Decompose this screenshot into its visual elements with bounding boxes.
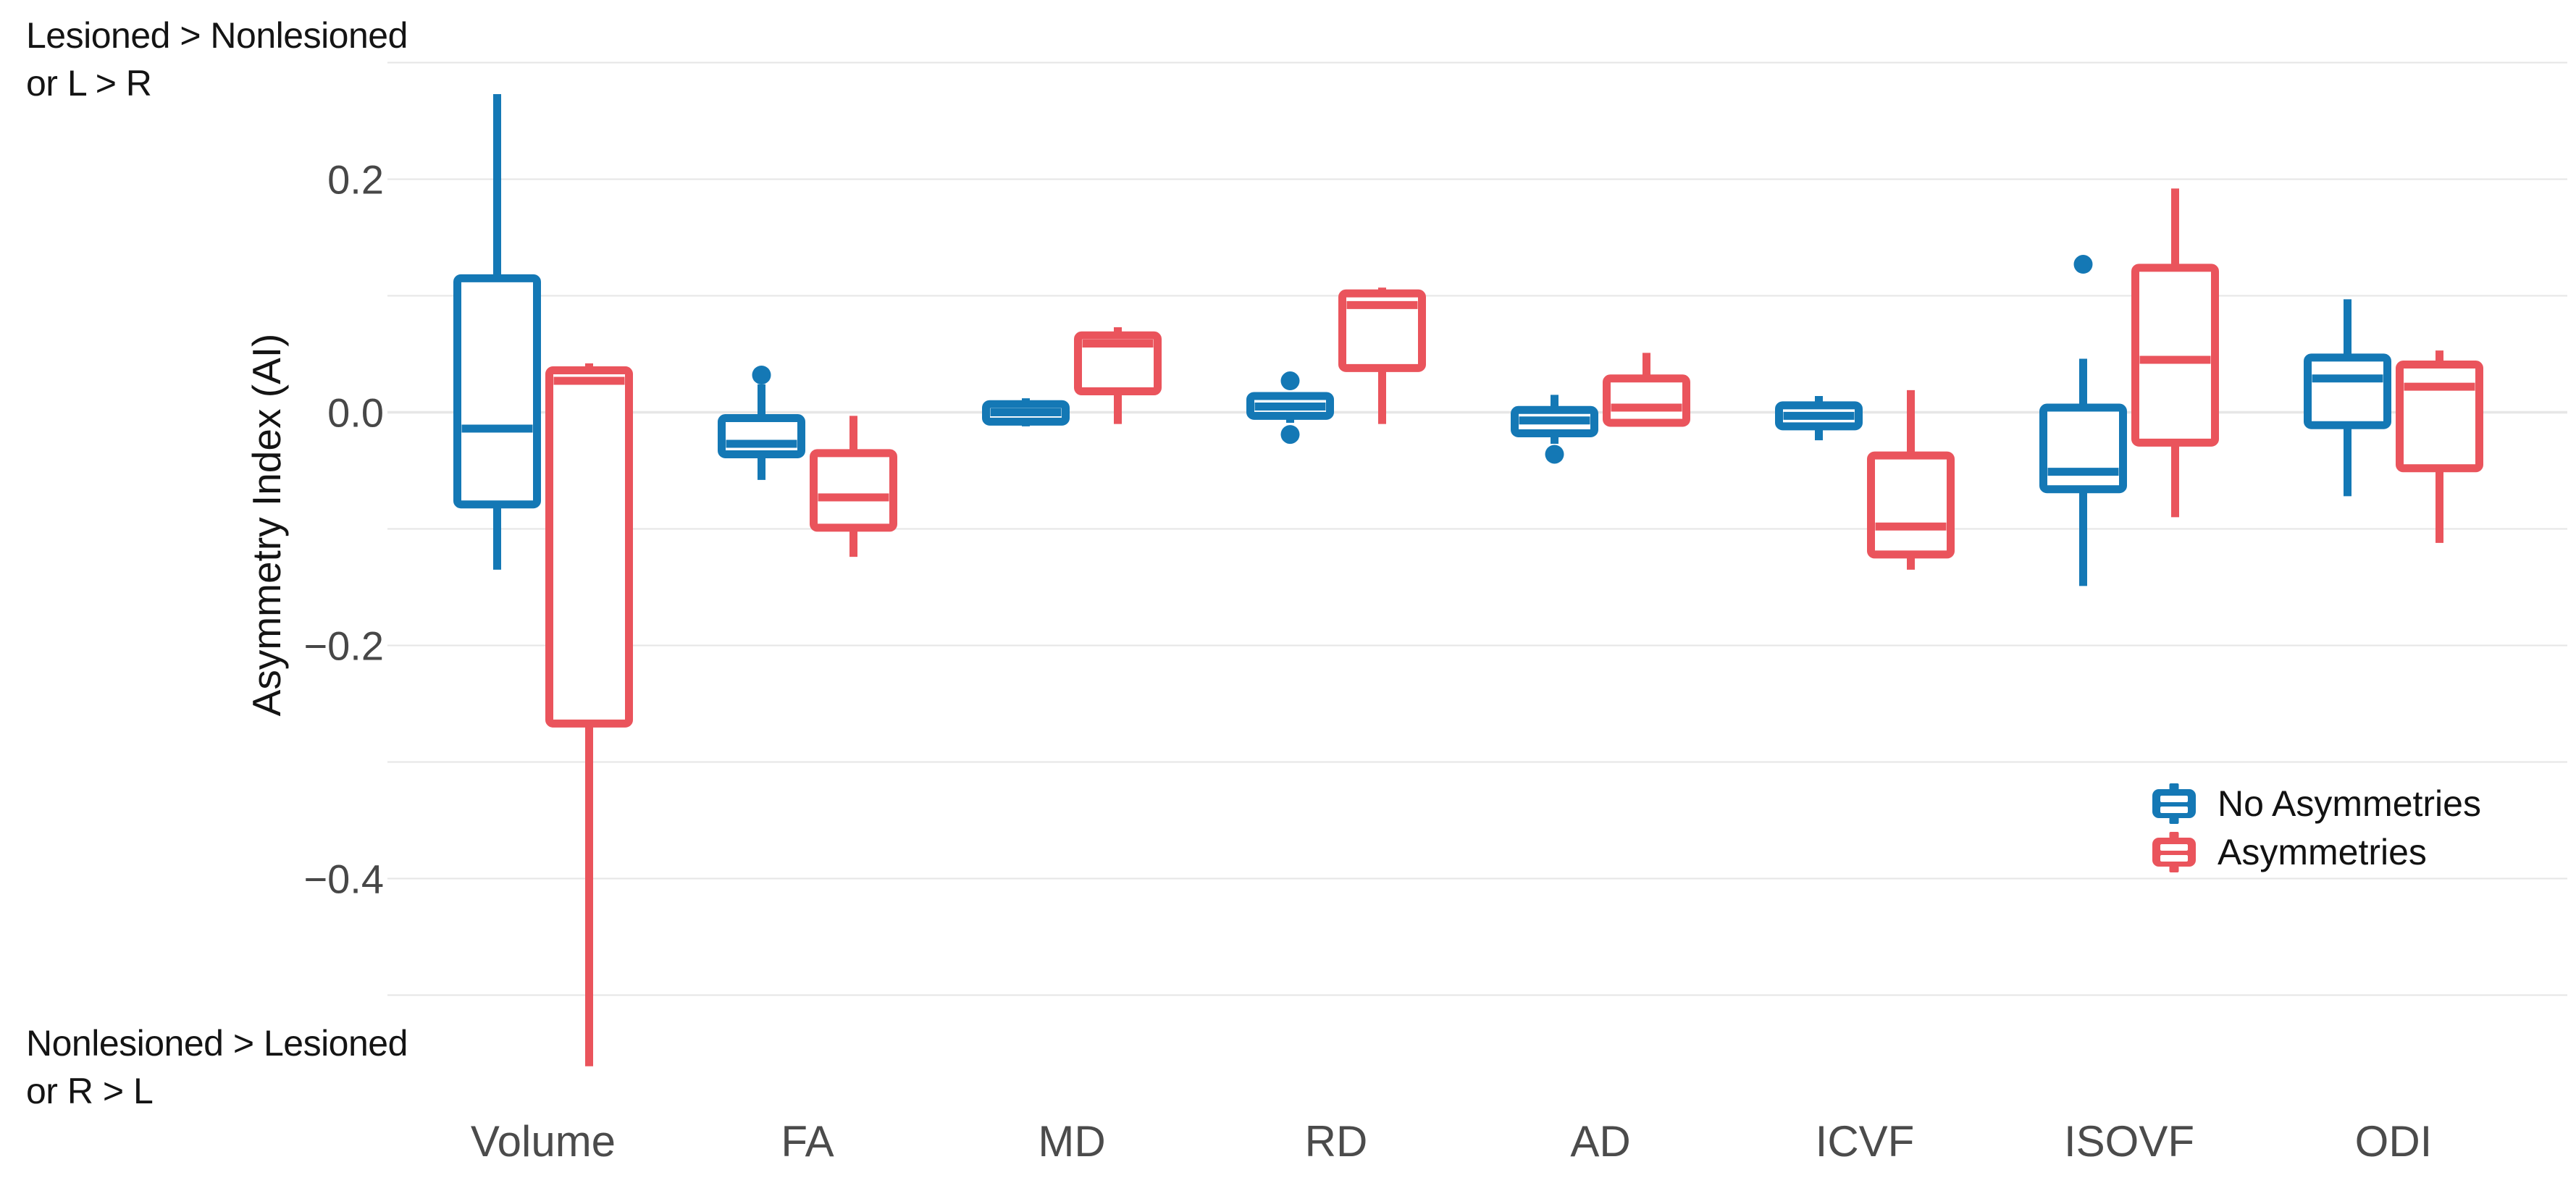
box-no-asymmetries-odi [2304,353,2391,429]
box-asymmetries-rd [1338,289,1426,372]
x-category-label-icvf: ICVF [1816,1117,1915,1166]
legend-item-asymmetries: Asymmetries [2152,832,2481,872]
glyph-bar [2160,855,2188,862]
outlier-no-asymmetries-rd [1280,371,1300,391]
box-asymmetries-volume [545,366,633,728]
x-category-label-ad: AD [1570,1117,1630,1166]
glyph-whisker-bottom [2169,866,2179,872]
outlier-no-asymmetries-rd [1280,425,1300,445]
legend-label-asymmetries: Asymmetries [2218,832,2427,872]
legend: No Asymmetries Asymmetries [2152,783,2481,886]
x-category-label-rd: RD [1305,1117,1368,1166]
box-asymmetries-md [1074,331,1162,396]
boxplot-glyph-icon [2152,783,2196,824]
y-tick-label: 0.0 [327,390,384,436]
annotation-low-ai-line2: or R > L [26,1071,154,1111]
box-asymmetries-ad [1603,374,1690,427]
y-tick-label: −0.2 [303,623,384,669]
outlier-no-asymmetries-isovf [2073,255,2093,274]
box-no-asymmetries-isovf [2039,403,2127,494]
outlier-no-asymmetries-fa [752,365,771,384]
boxplot-glyph-icon [2152,832,2196,872]
x-category-label-isovf: ISOVF [2064,1117,2194,1166]
y-tick-label: −0.4 [303,856,384,902]
glyph-whisker-top [2169,832,2179,838]
legend-label-no-asymmetries: No Asymmetries [2218,783,2481,824]
glyph-bar [2160,796,2188,802]
glyph-whisker-bottom [2169,817,2179,824]
x-category-label-odi: ODI [2355,1117,2433,1166]
glyph-bar [2160,807,2188,813]
box-asymmetries-fa [810,449,897,532]
box-asymmetries-icvf [1867,451,1955,559]
annotation-high-ai: Lesioned > Nonlesioned or L > R [26,12,408,107]
x-category-label-md: MD [1038,1117,1105,1166]
annotation-low-ai: Nonlesioned > Lesioned or R > L [26,1019,408,1115]
legend-item-no-asymmetries: No Asymmetries [2152,783,2481,824]
annotation-high-ai-line2: or L > R [26,63,152,104]
annotation-high-ai-line1: Lesioned > Nonlesioned [26,15,408,56]
annotation-low-ai-line1: Nonlesioned > Lesioned [26,1023,408,1064]
box-no-asymmetries-fa [718,414,805,458]
x-category-label-fa: FA [781,1117,834,1166]
box-no-asymmetries-volume [453,274,541,509]
box-asymmetries-odi [2396,360,2483,473]
outlier-no-asymmetries-ad [1545,445,1564,464]
y-tick-label: 0.2 [327,157,384,203]
glyph-whisker-top [2169,783,2179,790]
x-category-label-volume: Volume [471,1117,616,1166]
glyph-bar [2160,844,2188,851]
box-asymmetries-isovf [2131,264,2219,447]
y-axis-title: Asymmetry Index (AI) [244,333,289,717]
